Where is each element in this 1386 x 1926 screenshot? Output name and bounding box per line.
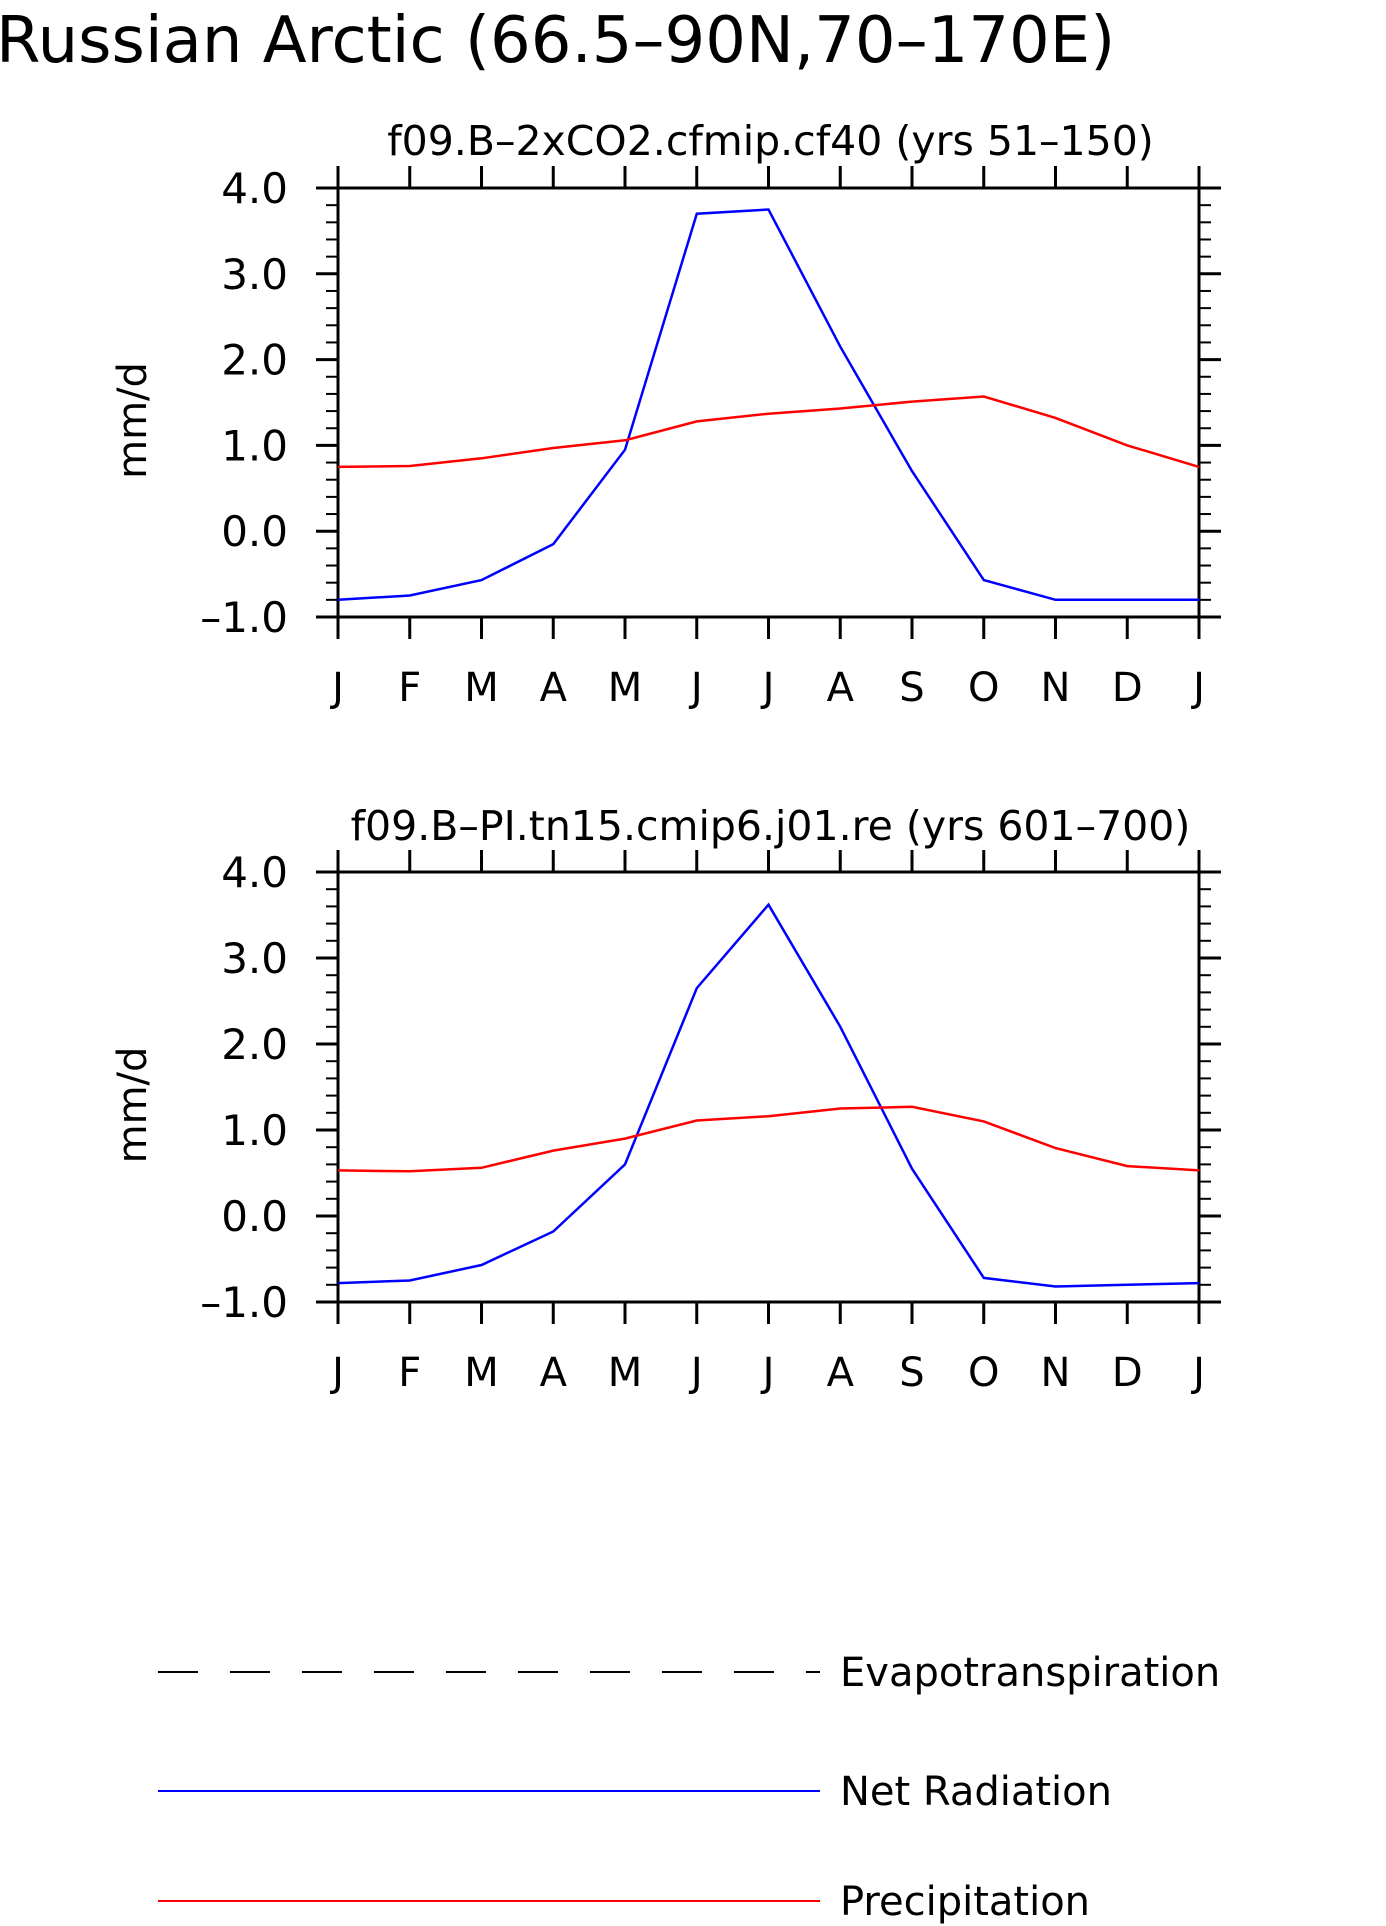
x-tick-label: J — [1190, 665, 1205, 711]
y-tick-label: 3.0 — [221, 250, 288, 299]
x-tick-label: A — [540, 665, 568, 711]
legend-item-precipitation: Precipitation — [158, 1879, 1090, 1925]
x-tick-label: J — [760, 665, 775, 711]
legend: Evapotranspiration Net Radiation Precipita… — [158, 1650, 1220, 1925]
y-tick-label: –1.0 — [200, 1278, 288, 1327]
y-axis-label: mm/d — [110, 362, 156, 479]
y-tick-label: 0.0 — [221, 1192, 288, 1241]
plot-frame — [336, 186, 1201, 619]
y-tick-label: 2.0 — [221, 1020, 288, 1069]
chart-panel-1: f09.B–2xCO2.cfmip.cf40 (yrs 51–150) mm/d 4… — [110, 117, 1221, 711]
y-tick-label: 1.0 — [221, 1106, 288, 1155]
x-tick-label: N — [1041, 665, 1071, 711]
figure-title: Russian Arctic (66.5–90N,70–170E) — [0, 4, 1115, 78]
chart-title: f09.B–PI.tn15.cmip6.j01.re (yrs 601–700) — [351, 802, 1191, 850]
x-tick-label: A — [827, 1350, 855, 1396]
x-tick-label: J — [688, 1350, 703, 1396]
x-tick-label: J — [688, 665, 703, 711]
y-axis-label: mm/d — [110, 1047, 156, 1164]
x-tick-label: J — [329, 1350, 344, 1396]
series-line-precipitation — [337, 395, 1200, 469]
legend-label: Precipitation — [840, 1879, 1090, 1925]
x-tick-label: D — [1112, 665, 1143, 711]
x-tick-label: M — [608, 665, 643, 711]
series-line-precipitation — [337, 1105, 1200, 1173]
x-tick-label: A — [540, 1350, 568, 1396]
y-tick-label: 2.0 — [221, 336, 288, 385]
plot-frame — [336, 870, 1201, 1304]
x-tick-label: J — [1190, 1350, 1205, 1396]
plots-group: f09.B–2xCO2.cfmip.cf40 (yrs 51–150) mm/d 4… — [110, 117, 1221, 1396]
chart-title: f09.B–2xCO2.cfmip.cf40 (yrs 51–150) — [387, 117, 1154, 165]
x-tick-label: N — [1041, 1350, 1071, 1396]
x-tick-label: F — [398, 1350, 421, 1396]
legend-item-net-radiation: Net Radiation — [158, 1769, 1112, 1815]
x-tick-label: M — [464, 1350, 499, 1396]
x-tick-label: J — [329, 665, 344, 711]
series-line-net-radiation — [337, 902, 1200, 1288]
x-tick-label: A — [827, 665, 855, 711]
legend-label: Evapotranspiration — [840, 1650, 1220, 1696]
y-tick-label: 4.0 — [221, 164, 288, 213]
x-tick-label: M — [464, 665, 499, 711]
y-tick-label: 1.0 — [221, 421, 288, 470]
legend-item-evapotranspiration: Evapotranspiration — [158, 1650, 1220, 1696]
y-tick-label: 3.0 — [221, 934, 288, 983]
series-line-net-radiation — [337, 208, 1199, 602]
x-tick-label: M — [608, 1350, 643, 1396]
x-tick-label: J — [760, 1350, 775, 1396]
x-tick-label: D — [1112, 1350, 1143, 1396]
x-tick-label: S — [899, 1350, 924, 1396]
y-tick-label: –1.0 — [200, 593, 288, 642]
y-tick-label: 0.0 — [221, 507, 288, 556]
x-tick-label: F — [398, 665, 421, 711]
y-tick-label: 4.0 — [221, 848, 288, 897]
x-tick-label: O — [968, 1350, 999, 1396]
x-tick-label: S — [899, 665, 924, 711]
legend-label: Net Radiation — [840, 1769, 1112, 1815]
chart-panel-2: f09.B–PI.tn15.cmip6.j01.re (yrs 601–700)… — [110, 802, 1221, 1396]
x-tick-label: O — [968, 665, 999, 711]
